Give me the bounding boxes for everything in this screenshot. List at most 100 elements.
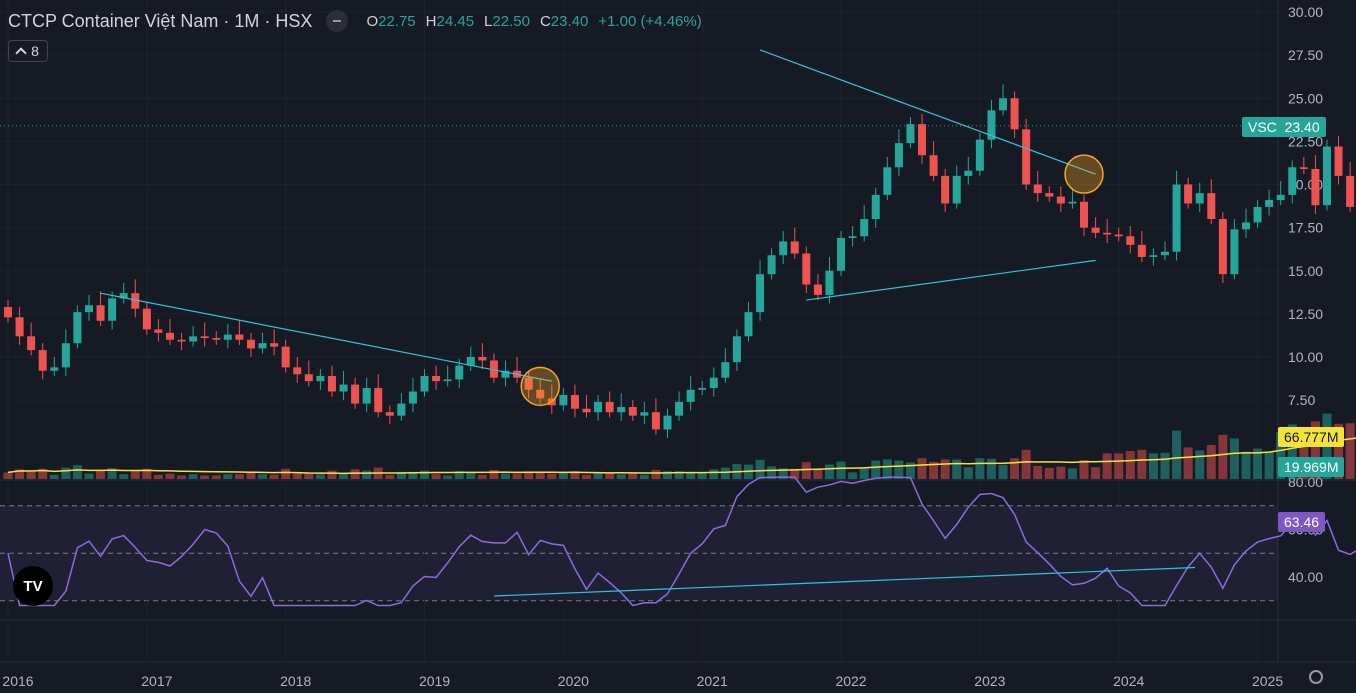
candle-body bbox=[559, 394, 568, 406]
volume-bar bbox=[616, 474, 626, 479]
volume-bar bbox=[188, 474, 198, 479]
last-price-tag: VSC 23.40 bbox=[1242, 117, 1326, 137]
candle-body bbox=[802, 253, 811, 285]
volume-bar bbox=[269, 474, 279, 479]
downtrend-line-2017-2020 bbox=[100, 292, 552, 382]
candle-body bbox=[501, 370, 510, 378]
candle-body bbox=[1207, 193, 1216, 219]
indicators-toggle-button[interactable]: 8 bbox=[8, 40, 48, 62]
candle-body bbox=[1195, 193, 1204, 204]
volume-bar bbox=[558, 472, 568, 479]
candle-body bbox=[709, 377, 718, 389]
volume-bar bbox=[1010, 458, 1020, 479]
high-value: 24.45 bbox=[436, 12, 475, 30]
volume-bar bbox=[593, 472, 603, 479]
candle-body bbox=[432, 375, 441, 382]
volume-bar bbox=[1195, 450, 1205, 479]
volume-bar bbox=[662, 471, 672, 479]
time-tick-label: 2017 bbox=[141, 673, 172, 689]
candle-body bbox=[131, 293, 140, 309]
candle-body bbox=[883, 167, 892, 195]
volume-bar bbox=[454, 471, 464, 479]
candle-body bbox=[1322, 146, 1331, 206]
breakout-marker-2025 bbox=[1064, 154, 1104, 194]
candle-body bbox=[1091, 227, 1100, 233]
volume-bar bbox=[246, 473, 256, 479]
settings-gear-icon[interactable] bbox=[1309, 670, 1323, 684]
candle-body bbox=[1346, 175, 1355, 207]
candle-body bbox=[1068, 201, 1077, 204]
candle-body bbox=[952, 175, 961, 204]
volume-bar bbox=[778, 468, 788, 479]
candle-body bbox=[1241, 222, 1250, 230]
breakout-marker-2020 bbox=[520, 366, 560, 407]
volume-bar bbox=[165, 473, 175, 479]
volume-bar bbox=[327, 470, 337, 479]
candle-body bbox=[698, 388, 707, 390]
candle-body bbox=[27, 336, 36, 351]
candle-body bbox=[651, 412, 660, 430]
volume-bar bbox=[1334, 423, 1344, 479]
volume-bar bbox=[1345, 423, 1355, 479]
price-tick-label: 10.00 bbox=[1288, 349, 1323, 365]
candle-body bbox=[327, 375, 336, 392]
change-value: +1.00 (+4.46%) bbox=[598, 12, 702, 30]
candle-body bbox=[1299, 167, 1308, 169]
downtrend-line-2022-2025 bbox=[759, 49, 1096, 175]
volume-bar bbox=[767, 466, 777, 479]
volume-bar bbox=[986, 458, 996, 479]
low-value: 22.50 bbox=[492, 12, 530, 30]
price-tick-label: 17.50 bbox=[1288, 220, 1323, 236]
volume-bar bbox=[258, 474, 268, 479]
volume-bar bbox=[963, 467, 973, 479]
volume-bar bbox=[1310, 421, 1320, 479]
candle-body bbox=[1056, 196, 1065, 204]
symbol-title[interactable]: CTCP Container Việt Nam · 1M · HSX bbox=[8, 10, 313, 31]
volume-bar bbox=[605, 472, 615, 479]
candle-body bbox=[1253, 206, 1262, 223]
candle-body bbox=[1103, 232, 1112, 235]
volume-bar bbox=[26, 471, 36, 479]
candle-body bbox=[443, 379, 452, 382]
rsi-line bbox=[7, 476, 1356, 607]
candle-body bbox=[246, 339, 255, 349]
candle-body bbox=[675, 401, 684, 416]
volume-bar bbox=[905, 462, 915, 479]
volume-bar bbox=[1287, 424, 1297, 479]
volume-bar bbox=[130, 470, 140, 479]
volume-bar bbox=[917, 458, 927, 479]
candle-body bbox=[1276, 194, 1285, 201]
candle-body bbox=[84, 305, 93, 313]
volume-bar bbox=[1137, 449, 1147, 479]
volume-bar bbox=[234, 474, 244, 479]
support-line-2021-2025 bbox=[806, 259, 1096, 301]
candle-body bbox=[1126, 236, 1135, 245]
volume-bar bbox=[1091, 467, 1101, 479]
volume-bar bbox=[1299, 433, 1309, 479]
candle-body bbox=[744, 312, 753, 337]
volume-bar bbox=[524, 471, 534, 479]
candle-body bbox=[466, 357, 475, 366]
collapse-icon[interactable] bbox=[326, 10, 349, 32]
volume-bar bbox=[107, 468, 117, 479]
volume-bar bbox=[292, 473, 302, 479]
candle-body bbox=[108, 298, 117, 321]
volume-bar bbox=[1079, 460, 1089, 479]
volume-bar bbox=[1276, 432, 1286, 479]
candle-body bbox=[165, 332, 174, 340]
candle-body bbox=[779, 241, 788, 256]
price-tick-label: 25.00 bbox=[1288, 90, 1323, 106]
volume-bar bbox=[686, 471, 696, 479]
candle-body bbox=[860, 219, 869, 237]
candle-body bbox=[1114, 234, 1123, 237]
tradingview-logo[interactable]: TV bbox=[13, 566, 53, 606]
volume-bar bbox=[362, 470, 372, 479]
volume-bar bbox=[929, 461, 939, 479]
candle-body bbox=[397, 403, 406, 416]
candle-body bbox=[339, 384, 348, 392]
volume-bar bbox=[1102, 453, 1112, 479]
candle-body bbox=[871, 194, 880, 219]
volume-bar bbox=[72, 465, 82, 479]
volume-bar bbox=[628, 473, 638, 479]
